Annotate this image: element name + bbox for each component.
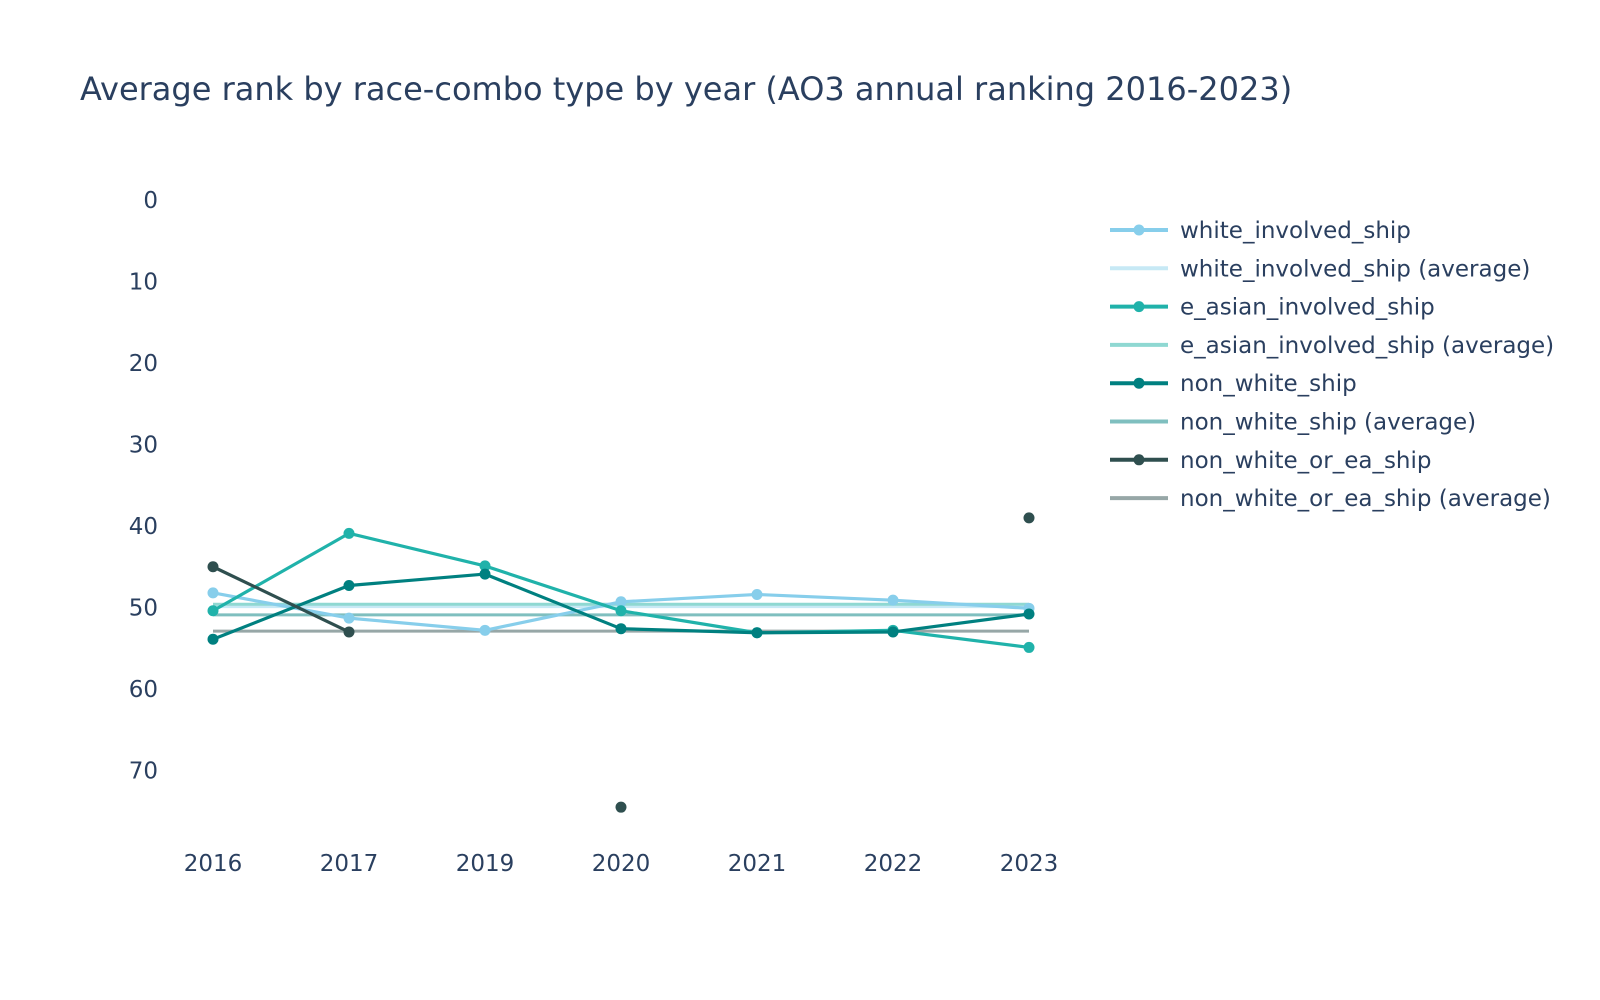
- y-tick-label: 20: [129, 351, 158, 377]
- data-point[interactable]: [343, 612, 355, 624]
- legend-item[interactable]: non_white_or_ea_ship: [1110, 448, 1432, 474]
- plot-area: [207, 512, 1035, 813]
- data-point[interactable]: [207, 587, 219, 599]
- data-point[interactable]: [1023, 641, 1035, 653]
- data-point[interactable]: [1023, 512, 1035, 524]
- legend-marker: [1133, 224, 1145, 236]
- legend-item[interactable]: white_involved_ship: [1110, 218, 1411, 244]
- legend-label: white_involved_ship (average): [1180, 256, 1530, 282]
- data-point[interactable]: [887, 594, 899, 606]
- data-point[interactable]: [1023, 608, 1035, 620]
- data-point[interactable]: [615, 605, 627, 617]
- legend-item[interactable]: e_asian_involved_ship: [1110, 295, 1435, 321]
- legend: white_involved_ship white_involved_ship (…: [1110, 218, 1554, 512]
- series-line: [212, 565, 350, 634]
- y-tick-label: 70: [129, 759, 158, 785]
- data-point[interactable]: [751, 588, 763, 600]
- x-tick-label: 2023: [1000, 851, 1059, 877]
- x-tick-label: 2021: [728, 851, 787, 877]
- y-tick-label: 50: [129, 596, 158, 622]
- legend-item[interactable]: e_asian_involved_ship (average): [1110, 333, 1554, 359]
- data-point[interactable]: [479, 560, 491, 572]
- data-point[interactable]: [207, 633, 219, 645]
- y-axis: 0 10 20 30 40 50 60 70: [129, 188, 158, 785]
- x-tick-label: 2019: [456, 851, 515, 877]
- y-tick-label: 10: [129, 270, 158, 296]
- data-point[interactable]: [207, 561, 219, 573]
- x-tick-label: 2016: [184, 851, 243, 877]
- legend-marker: [1133, 454, 1145, 466]
- x-tick-label: 2020: [592, 851, 651, 877]
- legend-item[interactable]: white_involved_ship (average): [1110, 256, 1530, 282]
- legend-label: white_involved_ship: [1180, 218, 1411, 244]
- data-point[interactable]: [615, 596, 627, 608]
- legend-item[interactable]: non_white_ship (average): [1110, 410, 1476, 436]
- legend-label: non_white_or_ea_ship: [1180, 448, 1432, 474]
- data-point[interactable]: [479, 624, 491, 636]
- y-tick-label: 40: [129, 514, 158, 540]
- x-tick-label: 2017: [320, 851, 379, 877]
- legend-item[interactable]: non_white_ship: [1110, 371, 1357, 397]
- legend-item[interactable]: non_white_or_ea_ship (average): [1110, 486, 1551, 512]
- legend-label: non_white_or_ea_ship (average): [1180, 486, 1551, 512]
- data-point[interactable]: [343, 626, 355, 638]
- series-white-involved-ship: [207, 587, 1035, 636]
- y-tick-label: 30: [129, 433, 158, 459]
- legend-label: non_white_ship (average): [1180, 410, 1476, 436]
- data-point[interactable]: [615, 801, 627, 813]
- legend-marker: [1133, 377, 1145, 389]
- data-point[interactable]: [343, 579, 355, 591]
- data-point[interactable]: [887, 626, 899, 638]
- legend-label: e_asian_involved_ship: [1180, 295, 1435, 321]
- data-point[interactable]: [343, 527, 355, 539]
- y-tick-label: 60: [129, 677, 158, 703]
- x-axis: 2016 2017 2019 2020 2021 2022 2023: [184, 851, 1059, 877]
- data-point[interactable]: [207, 605, 219, 617]
- legend-label: non_white_ship: [1180, 371, 1357, 397]
- chart-title: Average rank by race-combo type by year …: [80, 70, 1292, 108]
- data-point[interactable]: [751, 627, 763, 639]
- y-tick-label: 0: [143, 188, 158, 214]
- x-tick-label: 2022: [864, 851, 923, 877]
- legend-marker: [1133, 301, 1145, 313]
- data-point[interactable]: [615, 623, 627, 635]
- series-non-white-or-ea-ship: [207, 512, 1035, 813]
- legend-label: e_asian_involved_ship (average): [1180, 333, 1554, 359]
- data-point[interactable]: [479, 568, 491, 580]
- series-non-white-ship: [207, 568, 1035, 645]
